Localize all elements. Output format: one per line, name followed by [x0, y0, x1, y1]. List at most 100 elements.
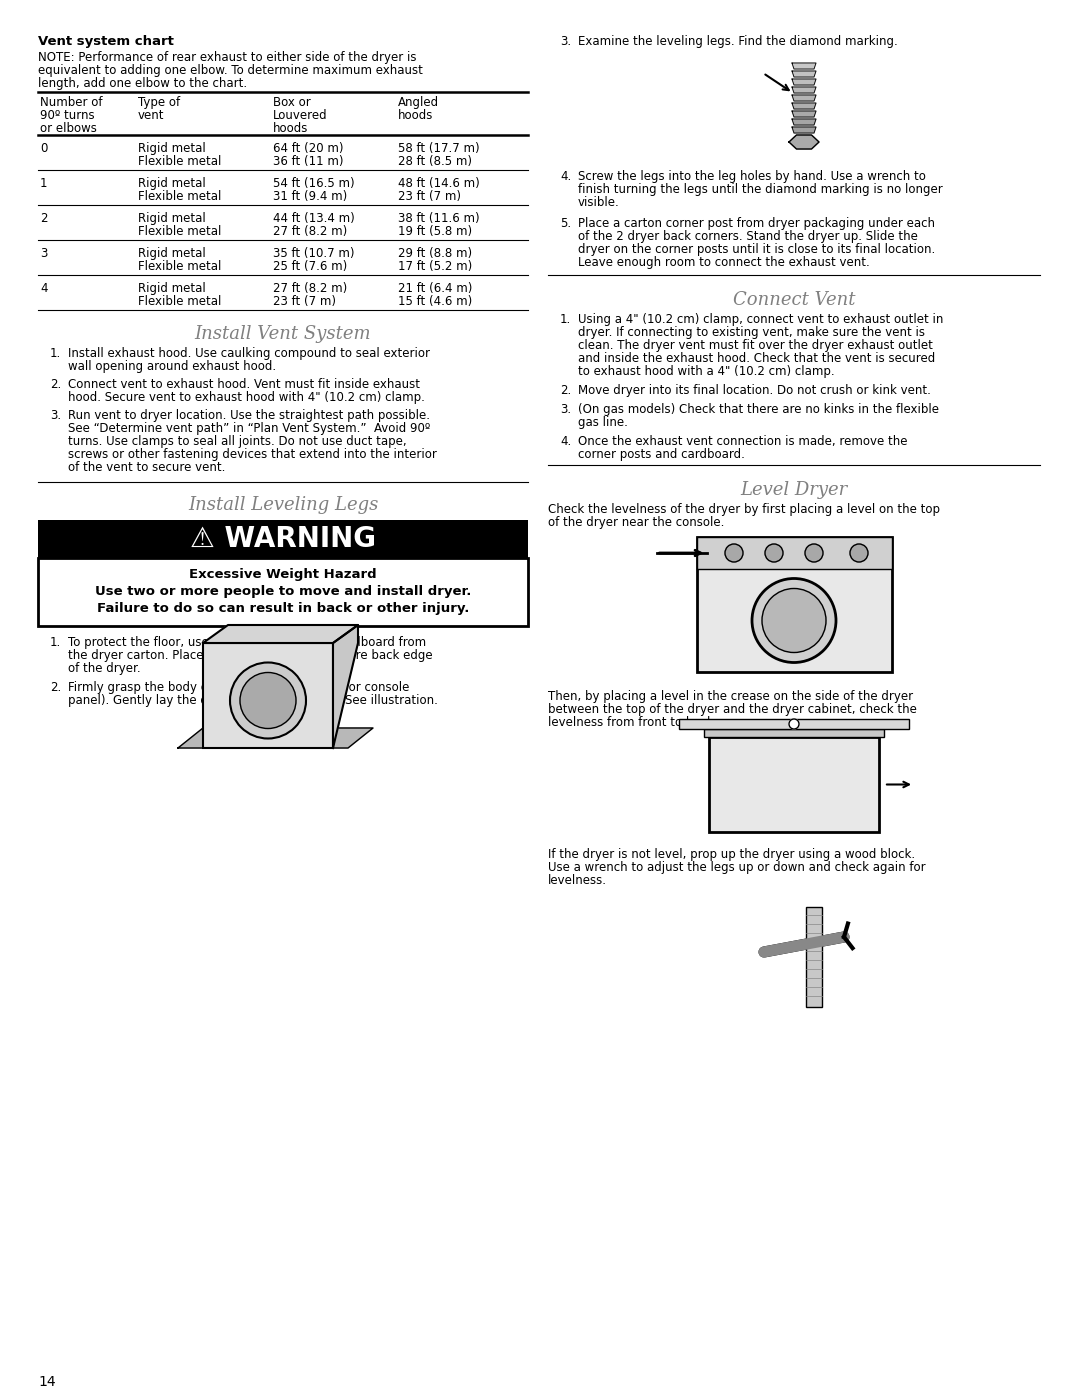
Text: Leave enough room to connect the exhaust vent.: Leave enough room to connect the exhaust… — [578, 256, 869, 270]
Text: Then, by placing a level in the crease on the side of the dryer: Then, by placing a level in the crease o… — [548, 690, 913, 703]
Bar — [679, 719, 909, 729]
Text: gas line.: gas line. — [578, 416, 627, 429]
Text: 1.: 1. — [50, 636, 62, 650]
Text: of the dryer near the console.: of the dryer near the console. — [548, 515, 725, 529]
Text: (On gas models) Check that there are no kinks in the flexible: (On gas models) Check that there are no … — [578, 402, 939, 416]
Text: Install Vent System: Install Vent System — [194, 326, 372, 344]
Text: 23 ft (7 m): 23 ft (7 m) — [399, 190, 461, 203]
Text: Using a 4" (10.2 cm) clamp, connect vent to exhaust outlet in: Using a 4" (10.2 cm) clamp, connect vent… — [578, 313, 943, 326]
Text: 17 ft (5.2 m): 17 ft (5.2 m) — [399, 260, 472, 272]
Polygon shape — [792, 110, 816, 117]
Polygon shape — [792, 80, 816, 85]
Text: ⚠ WARNING: ⚠ WARNING — [190, 525, 376, 553]
Polygon shape — [792, 127, 816, 133]
Text: Rigid metal: Rigid metal — [138, 142, 206, 155]
Text: Move dryer into its final location. Do not crush or kink vent.: Move dryer into its final location. Do n… — [578, 384, 931, 397]
Text: NOTE: Performance of rear exhaust to either side of the dryer is: NOTE: Performance of rear exhaust to eit… — [38, 52, 417, 64]
Text: visible.: visible. — [578, 196, 620, 210]
Text: 36 ft (11 m): 36 ft (11 m) — [273, 155, 343, 168]
Text: Type of: Type of — [138, 96, 180, 109]
Circle shape — [240, 672, 296, 728]
Text: Vent system chart: Vent system chart — [38, 35, 174, 47]
Text: 27 ft (8.2 m): 27 ft (8.2 m) — [273, 225, 348, 237]
Text: turns. Use clamps to seal all joints. Do not use duct tape,: turns. Use clamps to seal all joints. Do… — [68, 434, 407, 448]
Text: finish turning the legs until the diamond marking is no longer: finish turning the legs until the diamon… — [578, 183, 943, 196]
Text: Level Dryer: Level Dryer — [741, 481, 848, 499]
Bar — [806, 907, 822, 1007]
Text: hood. Secure vent to exhaust hood with 4" (10.2 cm) clamp.: hood. Secure vent to exhaust hood with 4… — [68, 391, 424, 404]
Polygon shape — [792, 63, 816, 68]
Text: 4.: 4. — [561, 170, 571, 183]
Text: and inside the exhaust hood. Check that the vent is secured: and inside the exhaust hood. Check that … — [578, 352, 935, 365]
Text: 25 ft (7.6 m): 25 ft (7.6 m) — [273, 260, 348, 272]
Text: Examine the leveling legs. Find the diamond marking.: Examine the leveling legs. Find the diam… — [578, 35, 897, 47]
Polygon shape — [203, 624, 357, 643]
Polygon shape — [792, 71, 816, 77]
Text: 15 ft (4.6 m): 15 ft (4.6 m) — [399, 295, 472, 307]
Text: Box or: Box or — [273, 96, 311, 109]
Text: Rigid metal: Rigid metal — [138, 247, 206, 260]
Text: Once the exhaust vent connection is made, remove the: Once the exhaust vent connection is made… — [578, 434, 907, 448]
Text: 2.: 2. — [50, 680, 62, 694]
Text: Flexible metal: Flexible metal — [138, 225, 221, 237]
Text: To protect the floor, use a large, flat piece of cardboard from: To protect the floor, use a large, flat … — [68, 636, 427, 650]
Text: Run vent to dryer location. Use the straightest path possible.: Run vent to dryer location. Use the stra… — [68, 409, 430, 422]
Text: 3.: 3. — [561, 35, 571, 47]
Text: Flexible metal: Flexible metal — [138, 190, 221, 203]
Circle shape — [725, 543, 743, 562]
Text: Install exhaust hood. Use caulking compound to seal exterior: Install exhaust hood. Use caulking compo… — [68, 346, 430, 360]
Circle shape — [789, 719, 799, 729]
Text: 90º turns: 90º turns — [40, 109, 95, 122]
Text: 1.: 1. — [561, 313, 571, 326]
Text: 2.: 2. — [50, 379, 62, 391]
Text: 3: 3 — [40, 247, 48, 260]
Text: the dryer carton. Place cardboard under the entire back edge: the dryer carton. Place cardboard under … — [68, 650, 433, 662]
Text: of the dryer.: of the dryer. — [68, 662, 140, 675]
Text: Angled: Angled — [399, 96, 440, 109]
Text: 0: 0 — [40, 142, 48, 155]
Text: 4.: 4. — [561, 434, 571, 448]
Text: 1: 1 — [40, 177, 48, 190]
Text: Connect Vent: Connect Vent — [732, 291, 855, 309]
Bar — [38, 557, 528, 626]
Text: Rigid metal: Rigid metal — [138, 177, 206, 190]
Text: 19 ft (5.8 m): 19 ft (5.8 m) — [399, 225, 472, 237]
Text: 3.: 3. — [50, 409, 62, 422]
Text: length, add one elbow to the chart.: length, add one elbow to the chart. — [38, 77, 247, 89]
Circle shape — [765, 543, 783, 562]
Text: dryer. If connecting to existing vent, make sure the vent is: dryer. If connecting to existing vent, m… — [578, 326, 924, 339]
Text: Rigid metal: Rigid metal — [138, 212, 206, 225]
Text: equivalent to adding one elbow. To determine maximum exhaust: equivalent to adding one elbow. To deter… — [38, 64, 423, 77]
Text: clean. The dryer vent must fit over the dryer exhaust outlet: clean. The dryer vent must fit over the … — [578, 339, 933, 352]
Polygon shape — [792, 87, 816, 94]
Text: Use a wrench to adjust the legs up or down and check again for: Use a wrench to adjust the legs up or do… — [548, 861, 926, 875]
Text: 28 ft (8.5 m): 28 ft (8.5 m) — [399, 155, 472, 168]
Text: 2: 2 — [40, 212, 48, 225]
Text: panel). Gently lay the dryer on the cardboard. See illustration.: panel). Gently lay the dryer on the card… — [68, 694, 437, 707]
Circle shape — [805, 543, 823, 562]
Text: Check the levelness of the dryer by first placing a level on the top: Check the levelness of the dryer by firs… — [548, 503, 940, 515]
Polygon shape — [333, 624, 357, 747]
Circle shape — [850, 543, 868, 562]
Text: 1.: 1. — [50, 346, 62, 360]
Text: Firmly grasp the body of the dryer (not the top or console: Firmly grasp the body of the dryer (not … — [68, 680, 409, 694]
Text: Excessive Weight Hazard: Excessive Weight Hazard — [189, 569, 377, 581]
Text: of the vent to secure vent.: of the vent to secure vent. — [68, 461, 226, 474]
Bar — [38, 520, 528, 557]
Circle shape — [762, 588, 826, 652]
Text: 2.: 2. — [561, 384, 571, 397]
Text: 44 ft (13.4 m): 44 ft (13.4 m) — [273, 212, 354, 225]
Text: 5.: 5. — [561, 217, 571, 231]
Text: 14: 14 — [38, 1375, 56, 1389]
Text: or elbows: or elbows — [40, 122, 97, 136]
Text: levelness.: levelness. — [548, 875, 607, 887]
Text: 35 ft (10.7 m): 35 ft (10.7 m) — [273, 247, 354, 260]
Text: Connect vent to exhaust hood. Vent must fit inside exhaust: Connect vent to exhaust hood. Vent must … — [68, 379, 420, 391]
Text: hoods: hoods — [399, 109, 433, 122]
Text: 27 ft (8.2 m): 27 ft (8.2 m) — [273, 282, 348, 295]
Text: 64 ft (20 m): 64 ft (20 m) — [273, 142, 343, 155]
Bar — [704, 729, 885, 738]
Text: to exhaust hood with a 4" (10.2 cm) clamp.: to exhaust hood with a 4" (10.2 cm) clam… — [578, 365, 835, 379]
Text: corner posts and cardboard.: corner posts and cardboard. — [578, 448, 745, 461]
Text: hoods: hoods — [273, 122, 309, 136]
